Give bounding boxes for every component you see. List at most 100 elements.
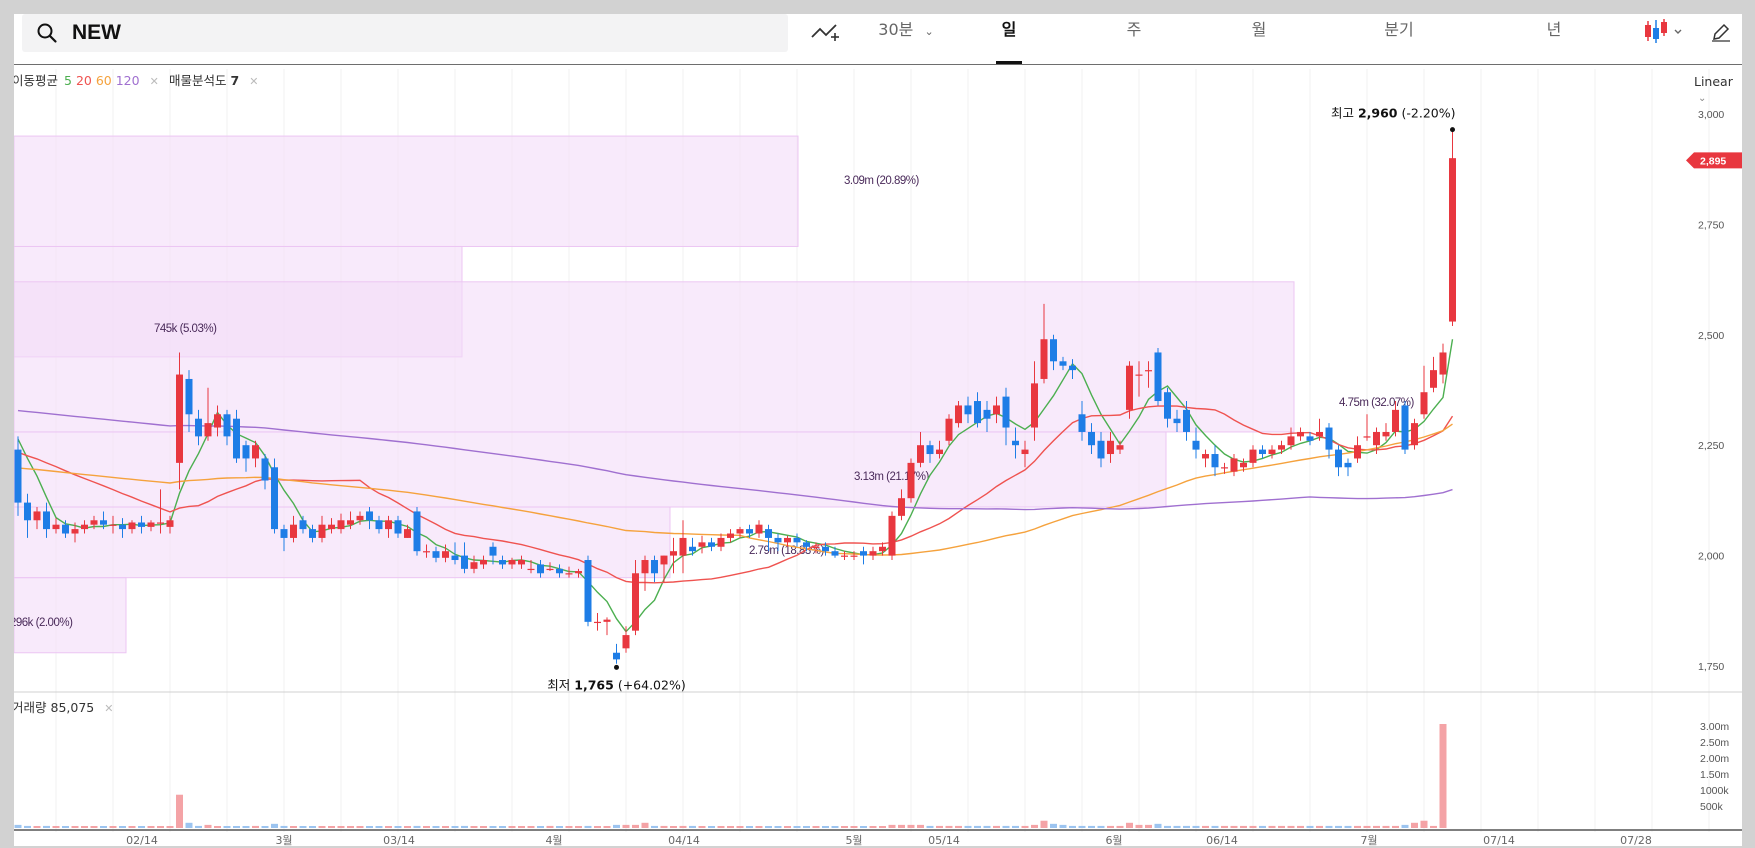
tab-month[interactable]: 월 [1251,20,1267,39]
volume-bar [223,826,231,828]
vp-legend[interactable]: 매물분석도 7 ✕ [169,72,258,90]
tab-year[interactable]: 년 [1546,20,1562,39]
volume-bar [622,824,630,828]
volume-bar [252,825,259,828]
candle-body [356,515,364,521]
candle-body [983,409,991,419]
ma-5-line [17,339,1454,633]
volume-bar [812,826,820,828]
close-icon[interactable]: ✕ [249,75,259,88]
volume-bar [670,826,677,828]
candle-body [584,560,592,622]
volume-bar [603,826,611,828]
candle-body [499,560,506,565]
candle-body [309,529,316,538]
candle-body [176,374,183,463]
volume-bar [822,826,829,828]
volume-bar [337,826,345,828]
candle-body [613,652,620,660]
candle-body [527,568,535,571]
tab-week[interactable]: 주 [1126,20,1142,39]
interval-select[interactable]: 30분 ⌄ [866,14,946,64]
candle-body [52,524,60,530]
volume-bar [746,826,753,828]
candle-body [822,546,829,552]
volume-bar [546,825,554,828]
x-tick-label: 05/14 [928,834,960,846]
search-box[interactable]: NEW [22,14,788,52]
candle-body [1430,370,1437,388]
volume-bar [100,826,107,828]
volume-bar [309,826,316,828]
volume-bar [964,825,972,828]
candle-body [993,405,1000,415]
volume-bar [1040,820,1048,828]
candle-type-icon[interactable] [1642,18,1684,46]
volume-bar [451,826,459,828]
ma-legend[interactable]: 이동평균 5 20 60 120 ✕ [14,72,159,90]
candle-body [1287,436,1295,446]
volume-bar [1021,825,1029,828]
edit-pencil-icon[interactable] [1711,22,1731,42]
volume-profile-label: 296k (2.00%) [14,617,73,629]
volume-bar [290,826,297,828]
candle-body [461,555,468,569]
volume-bar [328,826,335,828]
candle-body [1135,374,1143,376]
volume-bar [926,825,934,828]
candle-body [1268,449,1276,455]
volume-bar [318,826,326,828]
volume-legend[interactable]: 거래량 85,075 ✕ [14,699,113,717]
candle-body [793,537,801,543]
candle-body [271,467,278,530]
x-tick-label: 07/28 [1620,834,1652,846]
volume-bar [33,826,41,828]
candle-body [727,533,734,538]
candle-body [1031,383,1038,428]
tab-day[interactable]: 일 [974,14,1044,64]
x-tick-label: 03/14 [383,834,415,846]
volume-bar [119,826,126,828]
volume-bar [1306,825,1314,828]
candle-body [1021,449,1029,455]
volume-bar [480,826,487,828]
candle-body [233,418,240,459]
volume-bar [660,825,668,828]
volume-profile-bar [14,281,1295,433]
candle-body [489,546,497,556]
volume-bar [1287,825,1295,828]
volume-bar [879,826,886,828]
volume-bar [347,826,354,828]
volume-bar [375,826,383,828]
volume-bar [689,825,696,828]
drawing-tool-icon[interactable] [810,19,840,45]
candle-body [1316,431,1323,437]
volume-bar [508,826,516,828]
volume-tick-label: 2.00m [1700,753,1729,765]
volume-bar [584,825,592,828]
candle-body [1401,405,1409,450]
volume-bar [432,826,440,828]
volume-bar [1268,825,1276,828]
volume-bar [537,826,544,828]
candle-body [81,524,88,530]
ma-label: 이동평균 [14,73,59,88]
price-chart[interactable]: 3.09m (20.89%)745k (5.03%)4.75m (32.07%)… [14,14,1742,846]
close-icon[interactable]: ✕ [149,75,159,88]
volume-bar [147,826,155,828]
candle-body [375,520,383,530]
ma-period-5: 5 [64,73,72,88]
candle-body [299,520,307,530]
candle-body [90,520,98,525]
volume-profile-bar [14,135,799,247]
volume-bar [185,822,193,828]
tab-quarter[interactable]: 분기 [1384,20,1414,39]
volume-bar [1002,825,1010,828]
candle-body [565,573,573,575]
volume-bar [109,826,117,828]
candle-body [1354,445,1361,459]
scale-select[interactable]: Linear ⌄ [1694,74,1742,104]
close-icon[interactable]: ✕ [104,702,114,715]
volume-bar [1173,825,1181,828]
volume-bar [955,825,962,828]
